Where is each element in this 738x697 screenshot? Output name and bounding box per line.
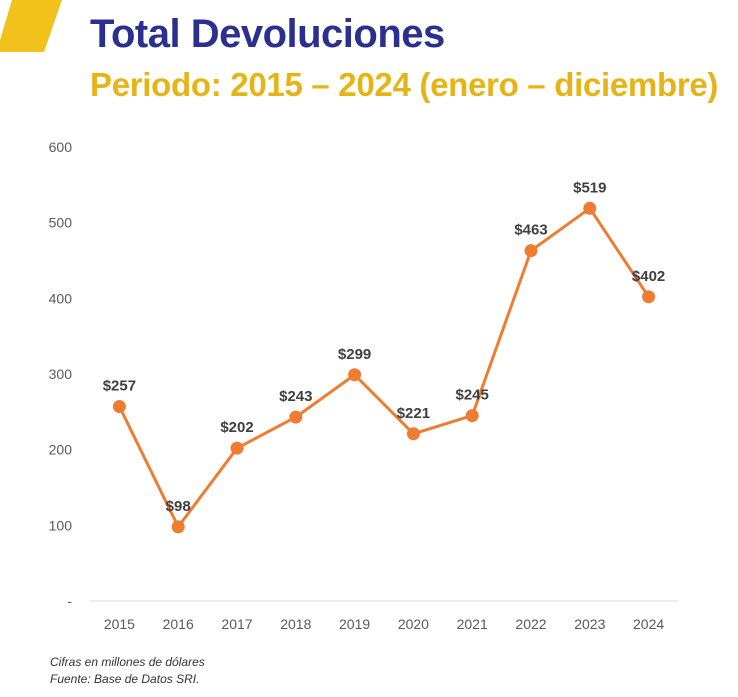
x-tick-label: 2022 [515,616,546,632]
data-label: $463 [514,222,547,239]
data-label: $519 [573,179,606,196]
accent-shape [0,0,62,52]
x-tick-label: 2020 [398,616,429,632]
x-tick-label: 2023 [574,616,605,632]
y-tick-label: 600 [49,139,73,155]
data-point [171,520,185,534]
data-point [348,368,362,382]
y-tick-label: 300 [49,366,73,382]
data-point [112,400,126,414]
x-tick-label: 2021 [457,616,488,632]
y-tick-label: 200 [49,442,73,458]
source-note: Fuente: Base de Datos SRI. [50,672,200,686]
x-tick-label: 2017 [221,616,252,632]
data-label: $299 [338,346,371,363]
chart-title: Total Devoluciones [90,12,445,56]
data-point [583,201,597,215]
data-label: $98 [166,498,191,515]
data-label: $243 [279,388,312,405]
units-note: Cifras en millones de dólares [50,655,205,669]
x-tick-label: 2015 [104,616,135,632]
data-point [465,409,479,423]
y-tick-label: 400 [49,290,73,306]
data-label: $257 [103,378,136,395]
data-label: $202 [220,419,253,436]
data-point [642,290,656,304]
y-tick-label: 500 [49,215,73,231]
y-tick-label: 100 [49,517,73,533]
x-tick-label: 2019 [339,616,370,632]
data-point [289,410,303,424]
chart-subtitle: Periodo: 2015 – 2024 (enero – diciembre) [90,66,719,103]
x-tick-label: 2024 [633,616,664,632]
data-label: $245 [456,387,489,404]
y-tick-label: - [67,593,72,609]
x-tick-label: 2016 [163,616,194,632]
data-point [230,441,244,455]
data-label: $402 [632,268,665,285]
x-tick-label: 2018 [280,616,311,632]
data-label: $221 [397,405,430,422]
data-point [406,427,420,441]
series-line [117,206,651,529]
data-point [524,244,538,258]
